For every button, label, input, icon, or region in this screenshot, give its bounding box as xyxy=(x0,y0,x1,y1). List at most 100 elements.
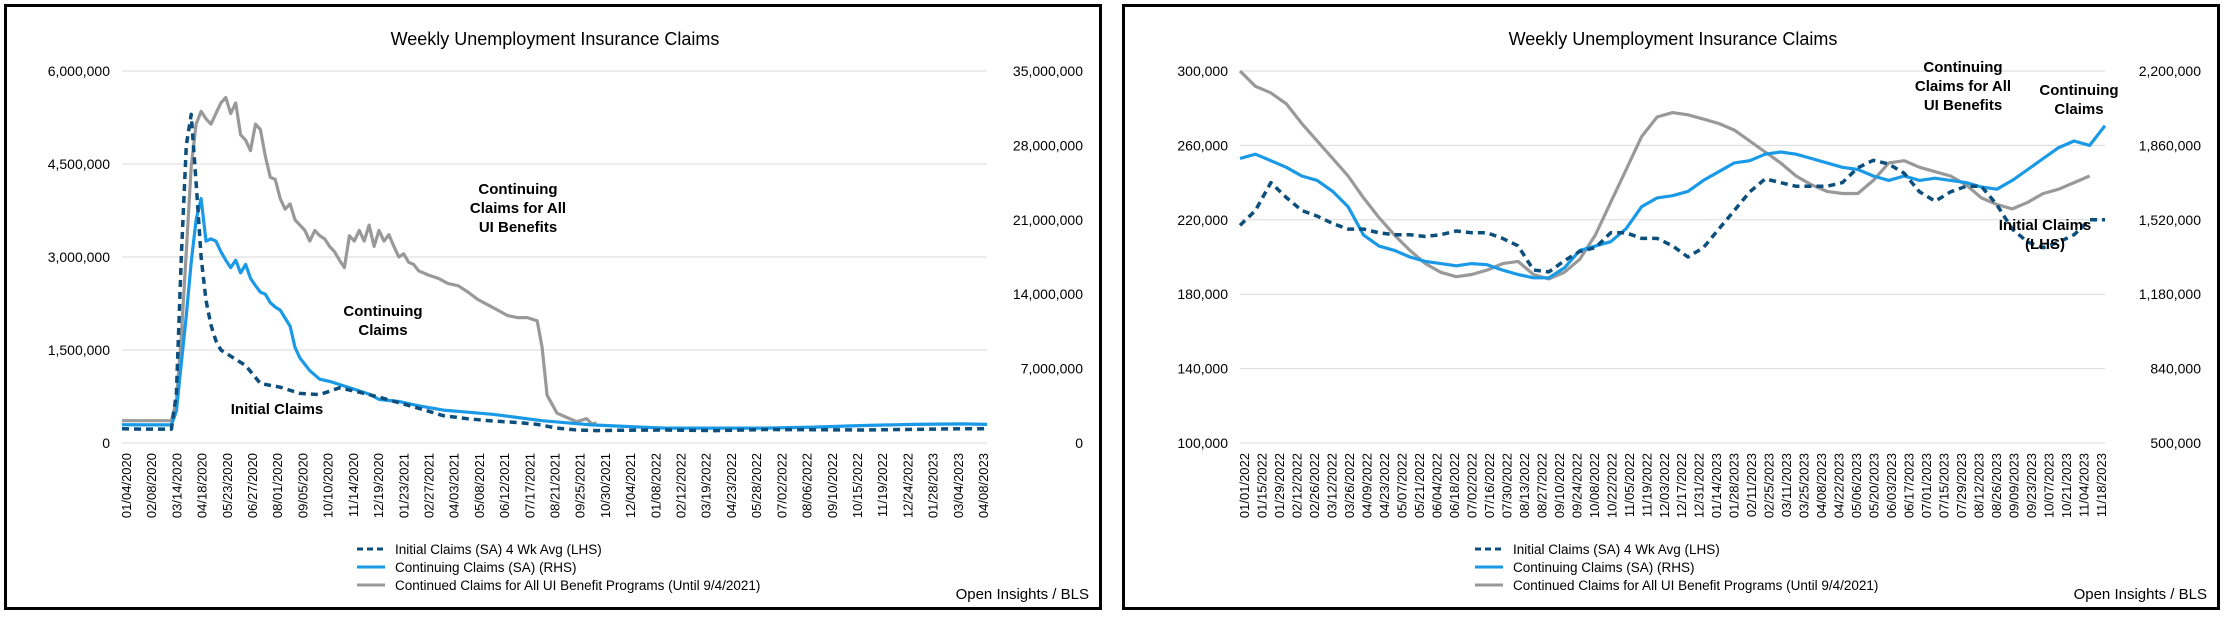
x-tick-label: 02/08/2020 xyxy=(144,453,159,518)
x-tick-label: 04/23/2022 xyxy=(1377,453,1392,518)
x-tick-label: 08/27/2022 xyxy=(1534,453,1549,518)
x-tick-label: 05/20/2023 xyxy=(1867,453,1882,518)
x-tick-label: 01/15/2022 xyxy=(1254,453,1269,518)
x-tick-label: 04/08/2023 xyxy=(976,453,991,518)
y-right-tick-label: 0 xyxy=(1075,435,1083,451)
y-left-tick-label: 0 xyxy=(102,435,110,451)
x-tick-label: 09/05/2020 xyxy=(295,453,310,518)
x-tick-label: 07/29/2023 xyxy=(1954,453,1969,518)
x-tick-label: 01/04/2020 xyxy=(119,453,134,518)
x-tick-label: 09/10/2022 xyxy=(1552,453,1567,518)
x-tick-label: 01/01/2022 xyxy=(1237,453,1252,518)
series-line-initial-claims xyxy=(1238,158,2105,274)
x-tick-label: 10/21/2023 xyxy=(2059,453,2074,518)
x-tick-label: 02/12/2022 xyxy=(1289,453,1304,518)
x-tick-label: 08/06/2022 xyxy=(800,453,815,518)
y-right-tick-label: 28,000,000 xyxy=(1013,137,1083,153)
y-right-tick-label: 1,180,000 xyxy=(2139,286,2201,302)
y-left-tick-label: 140,000 xyxy=(1177,361,1228,377)
x-tick-label: 10/08/2022 xyxy=(1587,453,1602,518)
annotation-continuing-all: Claims for All xyxy=(1915,78,2011,95)
x-tick-label: 04/09/2022 xyxy=(1359,453,1374,518)
x-tick-label: 12/17/2022 xyxy=(1674,453,1689,518)
x-tick-label: 09/24/2022 xyxy=(1569,453,1584,518)
series-line-continuing-claims xyxy=(121,196,988,430)
x-tick-label: 12/24/2022 xyxy=(900,453,915,518)
x-tick-label: 06/12/2021 xyxy=(497,453,512,518)
y-right-tick-label: 500,000 xyxy=(2150,435,2201,451)
x-tick-label: 11/14/2020 xyxy=(346,453,361,517)
source-label: Open Insights / BLS xyxy=(2074,586,2207,603)
x-tick-label: 11/05/2022 xyxy=(1622,453,1637,517)
y-left-tick-label: 4,500,000 xyxy=(48,156,110,172)
series-line-initial-claims xyxy=(121,112,987,433)
x-tick-label: 05/23/2020 xyxy=(220,453,235,518)
x-tick-label: 11/19/2022 xyxy=(1639,453,1654,517)
x-tick-label: 04/23/2022 xyxy=(724,453,739,518)
source-label: Open Insights / BLS xyxy=(956,586,1089,603)
x-tick-label: 03/04/2023 xyxy=(951,453,966,518)
x-tick-label: 05/06/2023 xyxy=(1849,453,1864,518)
series-line-continued-claims-all xyxy=(122,96,597,426)
x-tick-label: 03/12/2022 xyxy=(1324,453,1339,518)
x-tick-label: 09/09/2023 xyxy=(2007,453,2022,518)
y-right-tick-label: 1,520,000 xyxy=(2139,212,2201,228)
x-tick-label: 07/15/2023 xyxy=(1937,453,1952,518)
x-tick-label: 03/14/2020 xyxy=(169,453,184,518)
x-tick-label: 05/21/2022 xyxy=(1412,453,1427,518)
chart-svg-right: Weekly Unemployment Insurance Claims 100,… xyxy=(1177,29,2207,603)
x-tick-label: 05/08/2021 xyxy=(472,453,487,518)
x-tick-label: 02/27/2021 xyxy=(421,453,436,518)
x-tick-label: 09/25/2021 xyxy=(573,453,588,518)
chart-panel-2022-2023: Weekly Unemployment Insurance Claims 100,… xyxy=(1122,4,2220,610)
annotation-continuing-all: Claims for All xyxy=(470,200,566,217)
y-right-tick-label: 7,000,000 xyxy=(1021,361,1083,377)
y-left-tick-label: 1,500,000 xyxy=(48,342,110,358)
x-tick-label: 08/13/2022 xyxy=(1517,453,1532,518)
x-tick-label: 07/01/2023 xyxy=(1919,453,1934,518)
x-tick-label: 09/10/2022 xyxy=(825,453,840,518)
x-tick-label: 12/03/2022 xyxy=(1657,453,1672,518)
x-tick-label: 05/28/2022 xyxy=(749,453,764,518)
x-tick-label: 04/08/2023 xyxy=(1814,453,1829,518)
x-tick-label: 03/26/2022 xyxy=(1342,453,1357,518)
y-left-tick-label: 260,000 xyxy=(1177,137,1228,153)
y-right-tick-label: 14,000,000 xyxy=(1013,286,1083,302)
y-left-tick-label: 300,000 xyxy=(1177,63,1228,79)
x-tick-label: 02/26/2022 xyxy=(1307,453,1322,518)
x-tick-label: 09/23/2023 xyxy=(2024,453,2039,518)
x-tick-label: 06/04/2022 xyxy=(1429,453,1444,518)
x-tick-label: 01/29/2022 xyxy=(1272,453,1287,518)
chart-title: Weekly Unemployment Insurance Claims xyxy=(391,29,720,49)
chart-panel-2020-2023: Weekly Unemployment Insurance Claims 0 1,5… xyxy=(4,4,1102,610)
x-tick-label: 10/15/2022 xyxy=(850,453,865,518)
annotation-continuing-all: UI Benefits xyxy=(479,219,557,236)
x-tick-label: 06/27/2020 xyxy=(245,453,260,518)
x-tick-label: 11/18/2023 xyxy=(2094,453,2109,517)
series-line-continued-claims-all xyxy=(1238,69,2091,281)
x-tick-label: 11/19/2022 xyxy=(875,453,890,517)
x-tick-label: 07/02/2022 xyxy=(1464,453,1479,518)
y-right-tick-label: 840,000 xyxy=(2150,361,2201,377)
y-left-tick-label: 6,000,000 xyxy=(48,63,110,79)
legend-label: Initial Claims (SA) 4 Wk Avg (LHS) xyxy=(1513,542,1720,557)
x-tick-label: 07/02/2022 xyxy=(774,453,789,518)
y-left-tick-label: 220,000 xyxy=(1177,212,1228,228)
y-right-tick-label: 35,000,000 xyxy=(1013,63,1083,79)
x-tick-label: 07/17/2021 xyxy=(522,453,537,518)
x-tick-label: 07/16/2022 xyxy=(1482,453,1497,518)
x-tick-label: 10/30/2021 xyxy=(598,453,613,518)
x-tick-label: 02/11/2023 xyxy=(1744,453,1759,517)
x-tick-label: 06/03/2023 xyxy=(1884,453,1899,518)
x-tick-label: 12/31/2022 xyxy=(1692,453,1707,518)
x-tick-label: 11/04/2023 xyxy=(2077,453,2092,517)
x-tick-label: 04/18/2020 xyxy=(195,453,210,518)
y-right-tick-label: 2,200,000 xyxy=(2139,63,2201,79)
annotation-initial: (LHS) xyxy=(2025,236,2065,253)
x-tick-label: 04/22/2023 xyxy=(1832,453,1847,518)
annotation-continuing: Claims xyxy=(358,322,407,339)
x-tick-label: 04/03/2021 xyxy=(447,453,462,518)
annotation-initial: Initial Claims xyxy=(1999,217,2092,234)
x-tick-label: 10/22/2022 xyxy=(1604,453,1619,518)
annotation-continuing: Continuing xyxy=(343,303,422,320)
